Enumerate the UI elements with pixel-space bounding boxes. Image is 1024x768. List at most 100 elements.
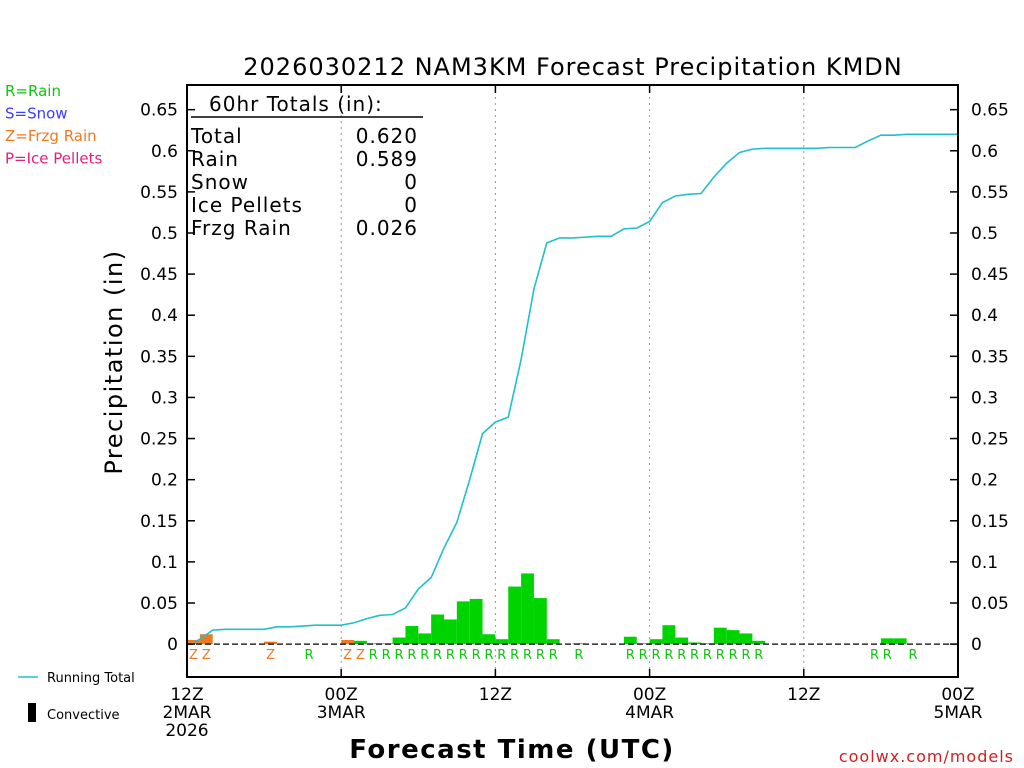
precip-type-label: R: [664, 648, 673, 663]
precip-type-label: Z: [343, 648, 352, 663]
precip-type-label: R: [523, 648, 532, 663]
precip-bar: [893, 638, 907, 645]
precip-bar: [739, 633, 753, 645]
y-tick-label: 0.35: [140, 347, 178, 367]
totals-row-value: 0.620: [356, 124, 418, 148]
totals-row-value: 0.589: [356, 147, 418, 171]
precip-type-label: Z: [202, 648, 211, 663]
vertical-gridlines: [340, 85, 805, 677]
precip-bar: [495, 639, 509, 645]
precip-type-label: R: [741, 648, 750, 663]
precip-bar: [701, 643, 714, 645]
x-tick-label: 00Z: [325, 685, 358, 705]
y-tick-label: 0.6: [971, 142, 998, 162]
precip-bar: [713, 627, 727, 645]
hourly-precip-bars: [187, 573, 907, 645]
totals-row-label: Ice Pellets: [191, 193, 303, 217]
totals-row-label: Rain: [191, 147, 239, 171]
y-tick-label: 0.15: [140, 512, 178, 532]
y-tick-label: 0.5: [151, 224, 178, 244]
precip-type-label: R: [510, 648, 519, 663]
y-tick-label: 0.15: [971, 512, 1009, 532]
precip-bar: [521, 573, 534, 645]
precip-bar: [354, 640, 367, 645]
precip-type-label: R: [382, 648, 391, 663]
x-tick-label: 12Z: [479, 685, 512, 705]
precip-type-label: R: [459, 648, 468, 663]
y-tick-label: 0.2: [151, 471, 178, 491]
precip-type-label: Z: [266, 648, 275, 663]
totals-row-value: 0.026: [356, 216, 418, 240]
x-axis-label: Forecast Time (UTC): [349, 735, 675, 765]
y-tick-label: 0: [167, 635, 178, 655]
chart-title: 2026030212 NAM3KM Forecast Precipitation…: [243, 53, 902, 81]
convective-legend-label: Convective: [47, 708, 120, 723]
x-tick-label: 00Z: [633, 685, 666, 705]
precip-bar: [662, 625, 676, 645]
y-tick-label: 0.55: [140, 183, 178, 203]
precip-bar: [752, 640, 766, 645]
precip-type-label: Z: [189, 648, 198, 663]
totals-row-label: Total: [190, 124, 243, 148]
running-total-line: [193, 133, 958, 644]
precip-bar: [444, 619, 457, 645]
x-tick-label: 12Z: [170, 685, 203, 705]
y-tick-label: 0.6: [151, 142, 178, 162]
precip-type-label: R: [497, 648, 506, 663]
y-tick-label: 0.5: [971, 224, 998, 244]
convective-swatch: [28, 703, 36, 722]
precip-type-label: R: [909, 648, 918, 663]
precip-type-label: R: [870, 648, 879, 663]
y-tick-label: 0.25: [971, 430, 1009, 450]
precip-type-label: R: [369, 648, 378, 663]
bottom-legend: Running Total Convective: [18, 671, 135, 723]
y-tick-label: 0.65: [971, 101, 1009, 121]
precip-type-label: R: [690, 648, 699, 663]
precip-type-label: R: [407, 648, 416, 663]
precip-type-label: R: [446, 648, 455, 663]
x-tick-label: 2MAR: [163, 703, 212, 723]
totals-row-label: Frzg Rain: [191, 216, 292, 240]
precip-bar: [533, 598, 547, 645]
y-tick-label: 0.25: [140, 430, 178, 450]
precip-bar: [508, 586, 522, 645]
y-tick-label: 0.65: [140, 101, 178, 121]
precip-type-label: R: [574, 648, 583, 663]
precip-type-label: R: [549, 648, 558, 663]
precip-type-label: R: [716, 648, 725, 663]
y-tick-label: 0.1: [151, 553, 178, 573]
precip-bar: [392, 637, 406, 645]
precip-bar: [623, 636, 637, 645]
credit-text: coolwx.com/models: [839, 747, 1014, 766]
legend-entry: P=Ice Pellets: [5, 150, 102, 168]
totals-header: 60hr Totals (in):: [209, 92, 383, 116]
y-tick-label: 0.3: [971, 388, 998, 408]
precip-type-label: R: [536, 648, 545, 663]
x-tick-label: 5MAR: [934, 703, 983, 723]
x-tick-label: 3MAR: [317, 703, 366, 723]
y-axis-left: 0 0.05 0.1 0.15 0.2 0.25 0.3 0.35 0.4 0.45 0.5 0.55…: [140, 101, 195, 655]
totals-row-value: 0: [404, 193, 418, 217]
precip-bar: [482, 634, 496, 645]
x-tick-label: 4MAR: [625, 703, 674, 723]
precip-bar: [688, 642, 701, 645]
legend-entry: S=Snow: [5, 105, 68, 123]
totals-rows: Total 0.620 Rain 0.589 Snow 0 Ice Pellets 0 Frzg…: [190, 124, 418, 240]
y-tick-label: 0.45: [140, 265, 178, 285]
precip-bar: [418, 633, 432, 645]
precip-bar: [546, 639, 560, 645]
type-legend: R=Rain S=Snow Z=Frzg Rain P=Ice Pellets: [5, 82, 102, 168]
precip-type-label: R: [395, 648, 404, 663]
x-tick-label: 12Z: [787, 685, 820, 705]
y-tick-label: 0.4: [151, 306, 178, 326]
precip-type-label: R: [484, 648, 493, 663]
precip-type-label: Z: [356, 648, 365, 663]
precip-type-label: R: [305, 648, 314, 663]
y-axis-right: 0 0.05 0.1 0.15 0.2 0.25 0.3 0.35 0.4 0.45 0.5 0.55…: [950, 101, 1009, 655]
totals-row-label: Snow: [191, 170, 249, 194]
precip-type-label: R: [883, 648, 892, 663]
precip-bar: [469, 598, 483, 645]
precip-type-label: R: [420, 648, 429, 663]
y-tick-label: 0.2: [971, 471, 998, 491]
